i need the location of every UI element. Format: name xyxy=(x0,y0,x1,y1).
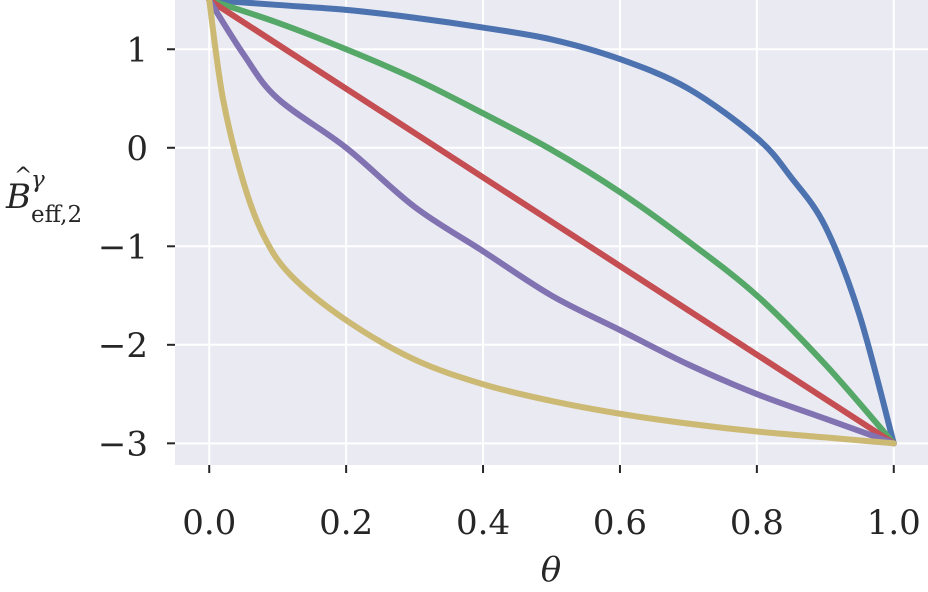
series-line-5 xyxy=(206,0,897,447)
series-line-4 xyxy=(206,0,897,447)
x-tick-label: 0.8 xyxy=(730,503,784,543)
y-axis-label-hat: ^ xyxy=(14,164,32,189)
x-axis-label: θ xyxy=(541,550,561,587)
y-axis-label: ^ B γ eff,2 xyxy=(5,164,82,228)
tick-labels: 0.0 0.2 0.4 0.6 0.8 1.0 1 0 −1 −2 −3 xyxy=(98,30,921,543)
x-tick-label: 0.0 xyxy=(182,503,236,543)
series-line-3 xyxy=(206,0,897,447)
y-axis-label-subscript: eff,2 xyxy=(31,202,82,228)
grid-lines xyxy=(175,0,928,465)
y-axis-label-base: B xyxy=(5,177,31,217)
data-series xyxy=(206,0,897,447)
y-tick-label: −3 xyxy=(98,424,148,464)
axis-ticks xyxy=(167,48,895,473)
y-tick-label: −2 xyxy=(98,326,148,366)
y-tick-label: −1 xyxy=(98,227,148,267)
x-tick-label: 0.2 xyxy=(319,503,373,543)
y-axis-label-superscript: γ xyxy=(31,167,45,193)
series-line-2 xyxy=(206,0,897,447)
x-tick-label: 1.0 xyxy=(867,503,921,543)
y-tick-label: 0 xyxy=(126,129,148,169)
x-tick-label: 0.4 xyxy=(456,503,510,543)
series-line-1 xyxy=(206,0,897,447)
x-tick-label: 0.6 xyxy=(593,503,647,543)
y-tick-label: 1 xyxy=(126,30,148,70)
